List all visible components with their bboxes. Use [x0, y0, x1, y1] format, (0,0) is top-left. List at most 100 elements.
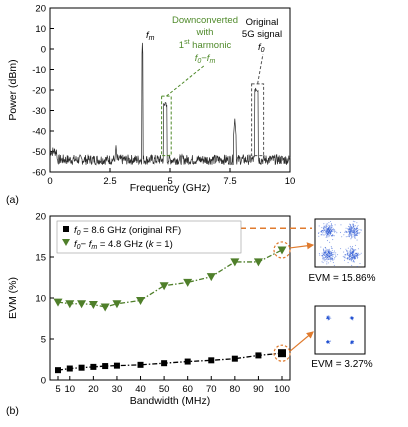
constellation-point [330, 225, 332, 227]
spectrum-trace [49, 42, 291, 166]
constellation-point [329, 235, 331, 237]
constellation-point [322, 234, 324, 236]
f0-label: f0 [258, 42, 265, 54]
constellation-point [324, 233, 326, 235]
constellation-point [347, 262, 349, 264]
constellation-point [331, 247, 333, 249]
constellation-point [328, 258, 330, 260]
evm-x-tick-label: 20 [88, 384, 99, 395]
evm-x-tick-label: 70 [206, 384, 217, 395]
constellation-point [357, 253, 359, 255]
constellation-point [329, 231, 331, 233]
constellation-point [332, 261, 334, 264]
constellation-point [355, 233, 357, 235]
constellation-point [323, 253, 325, 255]
constellation-point [352, 261, 354, 263]
constellation-point [352, 319, 354, 321]
constellation-point [343, 234, 345, 236]
original-label: Original [246, 17, 279, 28]
constellation-point [324, 246, 326, 248]
constellation-point [332, 239, 334, 241]
constellation-point [348, 235, 350, 237]
constellation-point [324, 229, 326, 231]
constellation-point [351, 235, 353, 238]
constellation-point [344, 230, 346, 232]
spectrum-y-tick-label: -30 [32, 106, 46, 117]
constellation-point [328, 248, 330, 250]
constellation-point [326, 249, 329, 251]
constellation-point [323, 225, 325, 227]
constellation-point [325, 225, 327, 227]
if-series-point [136, 296, 146, 305]
constellation-point [346, 250, 348, 252]
constellation-point [356, 239, 358, 241]
constellation-point [328, 255, 330, 257]
constellation-point [322, 259, 324, 261]
constellation-point [346, 257, 349, 260]
constellation-point [321, 252, 323, 254]
constellation-point [348, 227, 350, 229]
constellation-point [346, 253, 348, 255]
constellation-point [358, 254, 360, 256]
constellation-point [322, 256, 324, 258]
constellation-point [321, 255, 323, 257]
constellation-point [353, 255, 355, 257]
constellation-point [352, 255, 354, 257]
constellation-point [356, 252, 358, 254]
constellation-point [347, 228, 349, 230]
constellation-point [352, 248, 354, 250]
spectrum-y-tick-label: -40 [32, 126, 46, 137]
constellation-point [355, 235, 357, 237]
rf-series-point [231, 355, 238, 362]
constellation-point [333, 229, 335, 231]
constellation-point [326, 240, 329, 242]
constellation-point [324, 257, 326, 259]
original-leader-line [257, 53, 264, 84]
fm-label: fm [146, 30, 155, 42]
constellation-point [323, 251, 325, 253]
rf-series-point [102, 363, 109, 370]
constellation-point [336, 232, 338, 234]
if-series-point [277, 246, 287, 255]
constellation-point [324, 259, 326, 261]
constellation-point [353, 250, 355, 252]
constellation-point [339, 231, 342, 234]
constellation-point [318, 235, 320, 237]
constellation-point [356, 227, 358, 229]
constellation-point [353, 230, 355, 232]
rf-series-point [78, 364, 85, 371]
constellation-point [341, 236, 343, 238]
constellation-point [354, 225, 357, 227]
constellation-point [354, 234, 356, 236]
if-series-point [88, 301, 98, 310]
constellation-point [326, 227, 328, 230]
constellation-point [335, 254, 337, 256]
evm-rf-highlight [273, 344, 291, 362]
constellation-point [352, 342, 354, 345]
constellation-point [347, 235, 349, 238]
rf-series-point [208, 357, 215, 364]
evm-x-tick-label: 40 [135, 384, 146, 395]
if-series-point [100, 303, 110, 312]
constellation-point [324, 260, 326, 262]
constellation-point [348, 230, 350, 232]
constellation-point [330, 232, 332, 234]
constellation-point [356, 255, 358, 257]
constellation-point [349, 245, 351, 247]
constellation-point [351, 250, 354, 252]
evm-x-tick-label: 5 [55, 384, 60, 395]
constellation-point [349, 257, 351, 259]
constellation-point [333, 235, 335, 237]
constellation-point [328, 222, 330, 224]
constellation-point [346, 230, 348, 232]
constellation-point [351, 251, 354, 253]
constellation-point [328, 253, 330, 256]
if-series-point [230, 258, 240, 267]
constellation-point [349, 223, 351, 225]
constellation-point [354, 255, 356, 257]
if-series-point [53, 298, 63, 307]
constellation-point [331, 254, 333, 257]
legend-if-label: f0− fm = 4.8 GHz (k = 1) [74, 239, 173, 251]
constellation-point [329, 226, 331, 228]
constellation-point [356, 265, 358, 268]
